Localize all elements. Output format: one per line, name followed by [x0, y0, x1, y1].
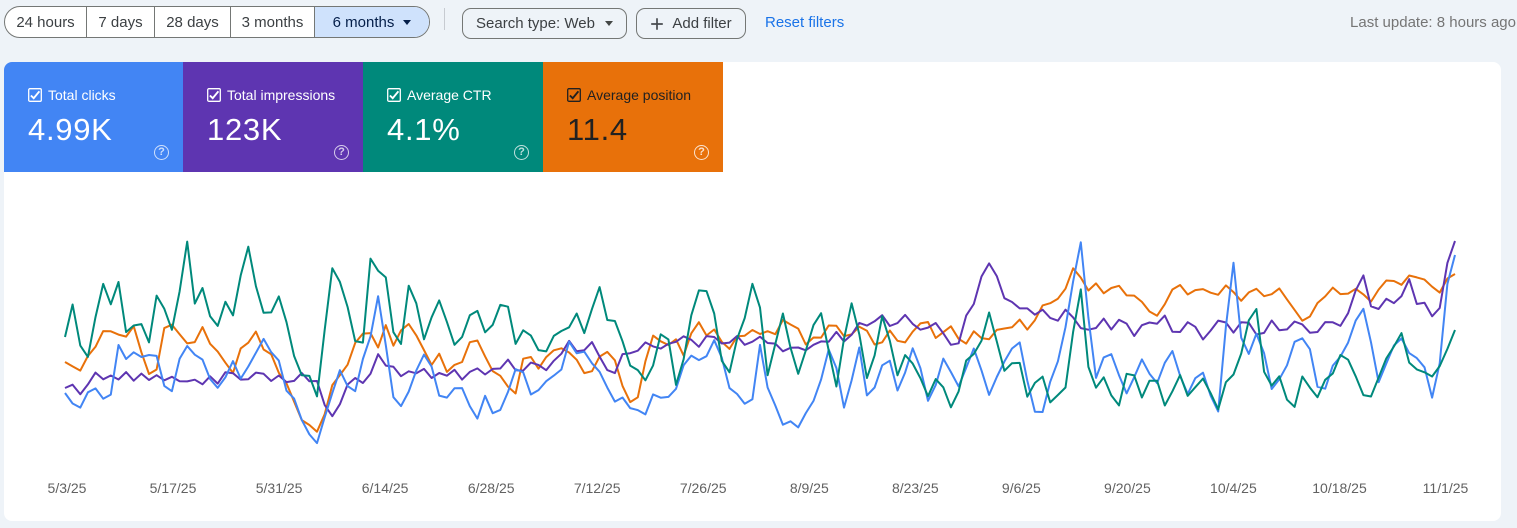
svg-text:5/17/25: 5/17/25	[150, 480, 197, 496]
svg-text:5/31/25: 5/31/25	[256, 480, 303, 496]
svg-text:8/9/25: 8/9/25	[790, 480, 829, 496]
svg-text:6/14/25: 6/14/25	[362, 480, 409, 496]
svg-text:7/26/25: 7/26/25	[680, 480, 727, 496]
svg-text:9/6/25: 9/6/25	[1002, 480, 1041, 496]
svg-text:8/23/25: 8/23/25	[892, 480, 939, 496]
svg-text:10/18/25: 10/18/25	[1312, 480, 1367, 496]
svg-text:11/1/25: 11/1/25	[1423, 480, 1469, 496]
svg-text:5/3/25: 5/3/25	[48, 480, 87, 496]
svg-text:7/12/25: 7/12/25	[574, 480, 621, 496]
svg-text:9/20/25: 9/20/25	[1104, 480, 1151, 496]
svg-text:6/28/25: 6/28/25	[468, 480, 515, 496]
svg-text:10/4/25: 10/4/25	[1210, 480, 1257, 496]
